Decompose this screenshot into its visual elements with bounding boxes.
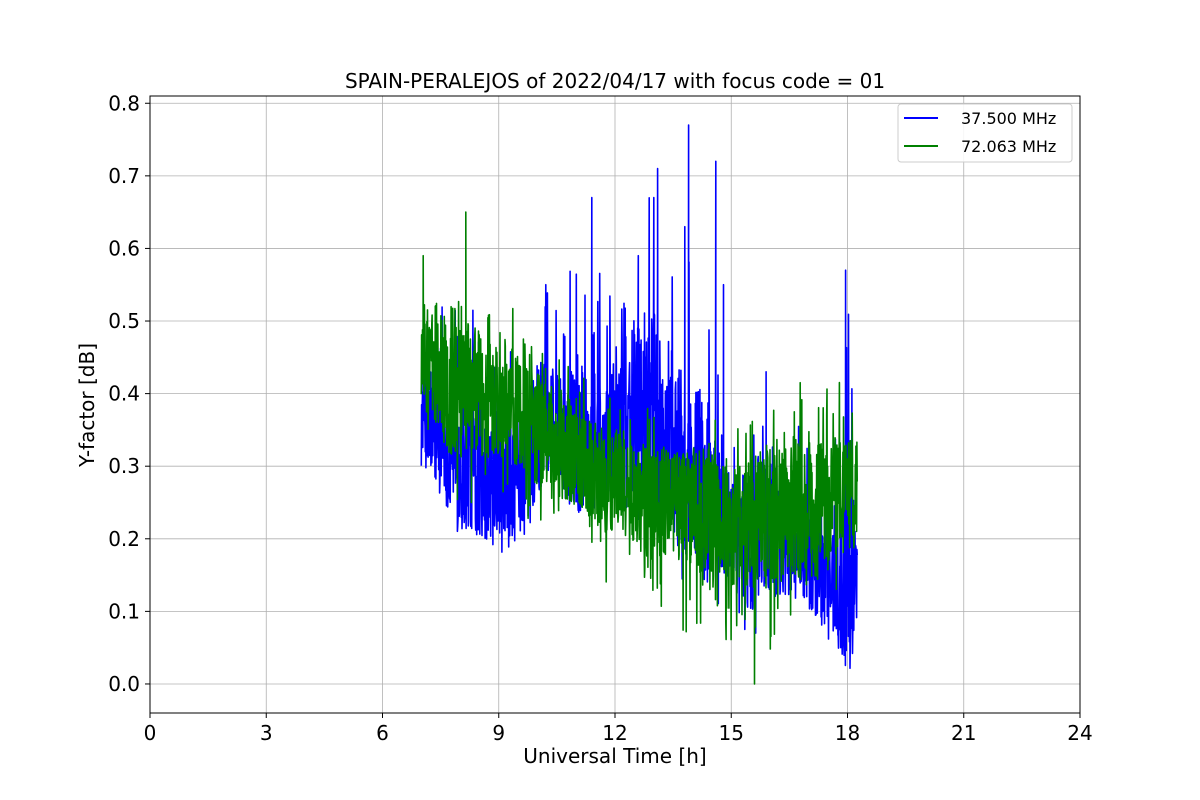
series-lines bbox=[420, 124, 858, 685]
x-tick-label: 21 bbox=[951, 721, 976, 745]
x-tick-label: 0 bbox=[144, 721, 157, 745]
series-line-72-063mhz bbox=[420, 211, 858, 685]
legend-label-72-063mhz: 72.063 MHz bbox=[961, 137, 1056, 156]
x-tick-label: 15 bbox=[719, 721, 744, 745]
x-tick-label: 12 bbox=[602, 721, 627, 745]
y-tick-label: 0.3 bbox=[108, 454, 140, 478]
y-tick-label: 0.6 bbox=[108, 236, 140, 260]
x-axis-label: Universal Time [h] bbox=[523, 744, 706, 768]
x-tick-label: 3 bbox=[260, 721, 273, 745]
y-axis-label: Y-factor [dB] bbox=[75, 343, 99, 468]
y-tick-label: 0.0 bbox=[108, 672, 140, 696]
y-tick-label: 0.7 bbox=[108, 164, 140, 188]
y-tick-label: 0.5 bbox=[108, 309, 140, 333]
chart-title: SPAIN-PERALEJOS of 2022/04/17 with focus… bbox=[345, 69, 885, 93]
x-tick-label: 9 bbox=[492, 721, 505, 745]
x-tick-label: 24 bbox=[1067, 721, 1092, 745]
x-tick-label: 18 bbox=[835, 721, 860, 745]
legend: 37.500 MHz 72.063 MHz bbox=[897, 103, 1073, 163]
x-tick-label: 6 bbox=[376, 721, 389, 745]
legend-label-37-5mhz: 37.500 MHz bbox=[961, 109, 1056, 128]
y-tick-label: 0.8 bbox=[108, 91, 140, 115]
axis-ticks: 0 3 6 9 12 15 18 21 24 0.0 0.1 0.2 0.3 0.4 0.5 0.6 0.7 0.… bbox=[108, 91, 1093, 745]
y-tick-label: 0.1 bbox=[108, 599, 140, 623]
y-tick-label: 0.4 bbox=[108, 382, 140, 406]
y-tick-label: 0.2 bbox=[108, 527, 140, 551]
legend-box bbox=[897, 103, 1073, 163]
